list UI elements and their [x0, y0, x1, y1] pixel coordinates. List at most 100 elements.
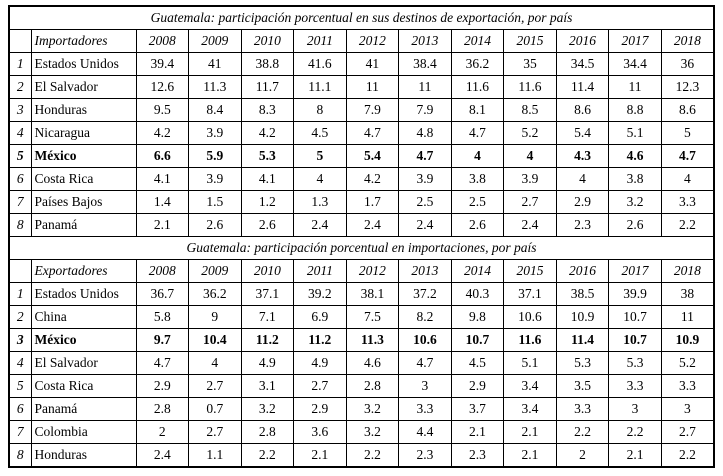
value-cell: 4.5 — [293, 121, 347, 146]
value-cell: 3.2 — [240, 396, 295, 421]
value-cell: 38.1 — [345, 281, 400, 306]
table-row: 6 Panamá 2.8 0.7 3.2 2.9 3.2 3.3 3.7 3.4 3.3 3 3 — [8, 396, 715, 421]
rank-cell: 3 — [8, 327, 32, 352]
value-cell: 2.7 — [660, 419, 715, 444]
value-cell: 37.1 — [240, 281, 295, 306]
value-cell: 2 — [555, 442, 610, 468]
value-cell: 39.9 — [608, 281, 662, 306]
value-cell: 4.3 — [555, 144, 610, 169]
value-cell: 2.4 — [135, 442, 190, 468]
value-cell: 6.9 — [293, 304, 347, 329]
value-cell: 10.7 — [450, 327, 505, 352]
value-cell: 36.2 — [188, 281, 242, 306]
country-cell: México — [30, 327, 137, 352]
year-header-cell: 2009 — [188, 258, 242, 283]
rank-cell: 1 — [8, 281, 32, 306]
value-cell: 7.5 — [345, 304, 400, 329]
year-header-cell: 2011 — [293, 29, 347, 54]
year-header-cell: 2016 — [555, 29, 610, 54]
rank-cell: 4 — [8, 350, 32, 375]
year-header-cell: 2009 — [188, 29, 242, 54]
value-cell: 2.3 — [450, 442, 505, 468]
value-cell: 4 — [293, 167, 347, 192]
value-cell: 3.2 — [608, 190, 662, 214]
value-cell: 2.1 — [450, 419, 505, 444]
value-cell: 12.6 — [135, 75, 190, 100]
table-row: 1 Estados Unidos 39.4 41 38.8 41.6 41 38.4 36.2 3… — [8, 52, 715, 77]
value-cell: 39.2 — [293, 281, 347, 306]
rank-header-cell — [8, 29, 32, 54]
year-header-cell: 2014 — [450, 29, 505, 54]
value-cell: 2.7 — [188, 373, 242, 398]
value-cell: 38 — [660, 281, 715, 306]
role-header-cell: Importadores — [30, 29, 137, 54]
value-cell: 38.8 — [240, 52, 295, 77]
value-cell: 3.3 — [398, 396, 452, 421]
year-header-cell: 2011 — [293, 258, 347, 283]
value-cell: 4 — [188, 350, 242, 375]
year-header-cell: 2017 — [608, 258, 662, 283]
value-cell: 4.2 — [345, 167, 400, 192]
value-cell: 8.1 — [450, 98, 505, 123]
country-cell: Panamá — [30, 396, 137, 421]
value-cell: 2.1 — [293, 442, 347, 468]
value-cell: 2.1 — [503, 442, 557, 468]
value-cell: 3 — [660, 396, 715, 421]
value-cell: 2.8 — [345, 373, 400, 398]
year-header-cell: 2010 — [240, 258, 295, 283]
value-cell: 2.4 — [345, 213, 400, 237]
value-cell: 2.9 — [293, 396, 347, 421]
country-cell: Países Bajos — [30, 190, 137, 214]
value-cell: 41 — [188, 52, 242, 77]
country-cell: Honduras — [30, 442, 137, 468]
value-cell: 8.3 — [240, 98, 295, 123]
rank-cell: 6 — [8, 167, 32, 192]
value-cell: 12.3 — [660, 75, 715, 100]
value-cell: 11.1 — [293, 75, 347, 100]
value-cell: 1.1 — [188, 442, 242, 468]
country-cell: Costa Rica — [30, 373, 137, 398]
country-cell: Colombia — [30, 419, 137, 444]
value-cell: 2.2 — [608, 419, 662, 444]
year-header-cell: 2018 — [660, 29, 715, 54]
value-cell: 4.7 — [450, 121, 505, 146]
value-cell: 41.6 — [293, 52, 347, 77]
value-cell: 2.7 — [503, 190, 557, 214]
value-cell: 3.9 — [398, 167, 452, 192]
value-cell: 8.4 — [188, 98, 242, 123]
year-header-cell: 2008 — [135, 258, 190, 283]
value-cell: 4 — [503, 144, 557, 169]
table-title: Guatemala: participación porcentual en i… — [8, 235, 715, 260]
table-row: 5 Costa Rica 2.9 2.7 3.1 2.7 2.8 3 2.9 3.4 3.5 3.3 3… — [8, 373, 715, 398]
year-header-cell: 2012 — [345, 29, 400, 54]
role-header-cell: Exportadores — [30, 258, 137, 283]
table-row: 8 Honduras 2.4 1.1 2.2 2.1 2.2 2.3 2.3 2.1 2 2.1 2.2 — [8, 442, 715, 468]
value-cell: 2.2 — [660, 213, 715, 237]
value-cell: 4.9 — [293, 350, 347, 375]
year-header-cell: 2010 — [240, 29, 295, 54]
value-cell: 10.6 — [398, 327, 452, 352]
value-cell: 7.1 — [240, 304, 295, 329]
value-cell: 4.5 — [450, 350, 505, 375]
value-cell: 3.3 — [660, 190, 715, 214]
value-cell: 4 — [450, 144, 505, 169]
value-cell: 2.7 — [188, 419, 242, 444]
value-cell: 11.3 — [345, 327, 400, 352]
value-cell: 36.2 — [450, 52, 505, 77]
value-cell: 5 — [660, 121, 715, 146]
table-row: 7 Países Bajos 1.4 1.5 1.2 1.3 1.7 2.5 2.5 2.7 2.9… — [8, 190, 715, 214]
value-cell: 4 — [555, 167, 610, 192]
value-cell: 5.1 — [608, 121, 662, 146]
value-cell: 2.2 — [660, 442, 715, 468]
value-cell: 1.4 — [135, 190, 190, 214]
value-cell: 10.9 — [660, 327, 715, 352]
year-header-cell: 2018 — [660, 258, 715, 283]
value-cell: 5.4 — [345, 144, 400, 169]
table-row: 8 Panamá 2.1 2.6 2.6 2.4 2.4 2.4 2.6 2.4 2.3 2.6 2.2 — [8, 213, 715, 237]
year-header-cell: 2016 — [555, 258, 610, 283]
value-cell: 3.1 — [240, 373, 295, 398]
value-cell: 2.9 — [450, 373, 505, 398]
value-cell: 3 — [398, 373, 452, 398]
value-cell: 4.1 — [135, 167, 190, 192]
value-cell: 4.7 — [660, 144, 715, 169]
